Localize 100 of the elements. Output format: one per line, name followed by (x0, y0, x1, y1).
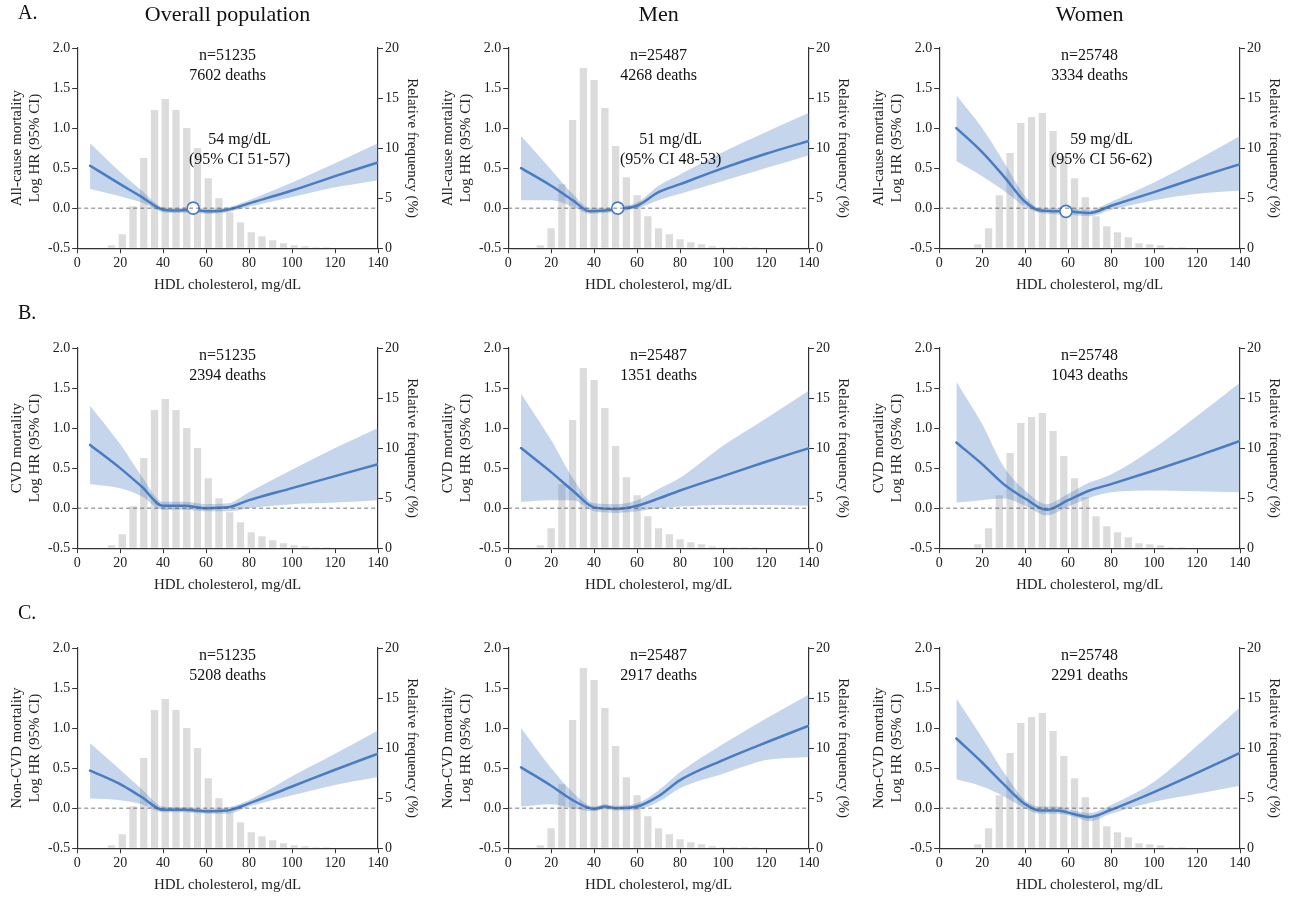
bar (676, 839, 684, 848)
y-axis-title: All-cause mortality Log HR (95% CI) (869, 89, 905, 207)
bar (1092, 216, 1100, 248)
y-axis-title: Non-CVD mortality Log HR (95% CI) (7, 686, 43, 809)
y2-tick-label: 5 (1247, 789, 1254, 805)
y2-tick-label: 0 (1247, 239, 1254, 255)
y2-tick-label: 5 (1247, 189, 1254, 205)
bar (1124, 837, 1132, 848)
bar (547, 528, 555, 548)
y2-axis-title: Relative frequency (%) (404, 678, 422, 819)
bar (236, 222, 245, 248)
bar (590, 680, 598, 848)
bar (601, 708, 609, 848)
bar (1006, 753, 1014, 848)
y-tick-label: 1.0 (483, 419, 502, 435)
y-axis-title: All-cause mortality Log HR (95% CI) (438, 89, 474, 207)
bar (161, 699, 169, 848)
y2-tick-label: 10 (1247, 739, 1261, 755)
bar (568, 420, 577, 548)
bar (1146, 844, 1154, 848)
x-tick-label: 140 (1229, 555, 1251, 571)
x-tick-label: 60 (1061, 255, 1076, 271)
bar (258, 536, 266, 548)
y2-tick-label: 10 (1247, 139, 1261, 155)
y-tick-label: 1.5 (914, 679, 933, 695)
x-tick-label: 40 (1018, 855, 1033, 871)
bar (236, 822, 245, 848)
x-tick-label: 100 (281, 855, 303, 871)
y-tick-label: 0.0 (914, 199, 933, 215)
bar (118, 234, 126, 248)
x-tick-label: 140 (1229, 855, 1251, 871)
bar (536, 845, 545, 848)
bar (654, 528, 663, 548)
y-tick-label: -0.5 (478, 839, 502, 855)
y-tick-label: 0.0 (914, 799, 933, 815)
bar (687, 542, 695, 548)
y2-tick-label: 5 (816, 189, 823, 205)
x-axis-title: HDL cholesterol, mg/dL (1015, 875, 1164, 892)
bar (118, 534, 126, 548)
y-axis-title: All-cause mortality Log HR (95% CI) (7, 89, 43, 207)
bar (140, 758, 148, 848)
x-tick-label: 0 (504, 855, 512, 871)
x-tick-label: 80 (673, 855, 688, 871)
bar (183, 428, 191, 548)
y2-tick-label: 10 (385, 439, 399, 455)
bar (1135, 543, 1143, 548)
bar (1070, 178, 1079, 248)
x-axis-title: HDL cholesterol, mg/dL (153, 575, 302, 592)
y2-tick-label: 10 (816, 139, 830, 155)
bar (995, 195, 1003, 248)
y2-axis-title: Relative frequency (%) (835, 378, 853, 519)
bar (269, 540, 277, 548)
annotation: n=51235 (199, 46, 257, 64)
chart-title: Men (638, 0, 679, 26)
bar (215, 198, 223, 248)
line-series (88, 443, 378, 510)
x-tick-label: 100 (281, 255, 303, 271)
x-tick-label: 100 (1143, 555, 1165, 571)
bar (1146, 544, 1154, 548)
y-tick-label: 0.5 (52, 159, 71, 175)
y-axis-title: CVD mortality Log HR (95% CI) (869, 393, 905, 503)
bar (633, 495, 641, 548)
bar (226, 512, 234, 548)
annotation: 5208 deaths (189, 666, 267, 684)
x-axis-title: HDL cholesterol, mg/dL (153, 275, 302, 292)
bar (697, 544, 706, 548)
bar (150, 110, 159, 248)
bar (1124, 237, 1132, 248)
x-tick-label: 100 (712, 555, 734, 571)
x-tick-label: 100 (712, 255, 734, 271)
bar (140, 458, 148, 548)
x-tick-label: 20 (113, 555, 128, 571)
bar (150, 710, 159, 848)
x-axis-title: HDL cholesterol, mg/dL (584, 275, 733, 292)
bar (536, 545, 545, 548)
x-axis-title: HDL cholesterol, mg/dL (1015, 275, 1164, 292)
y-tick-label: 2.0 (483, 639, 502, 655)
bar (1060, 756, 1068, 848)
annotation: 2291 deaths (1051, 666, 1129, 684)
x-tick-label: 20 (544, 555, 559, 571)
bar (1103, 826, 1111, 848)
y-tick-label: 0.5 (483, 159, 502, 175)
bar (1113, 832, 1122, 848)
x-tick-label: 120 (324, 555, 346, 571)
bar (579, 668, 588, 848)
bar (1146, 244, 1154, 248)
y2-tick-label: 15 (385, 689, 399, 705)
y2-tick-label: 20 (816, 639, 830, 655)
x-tick-label: 120 (755, 255, 777, 271)
x-tick-label: 20 (975, 555, 990, 571)
bar (611, 446, 620, 548)
bar (107, 845, 116, 848)
bar (622, 477, 630, 548)
bar (622, 177, 630, 248)
y2-tick-label: 15 (385, 89, 399, 105)
y2-axis-title: Relative frequency (%) (835, 678, 853, 819)
x-tick-label: 0 (935, 855, 943, 871)
x-tick-label: 20 (113, 255, 128, 271)
chart-subtitle: B. (18, 301, 37, 324)
y2-tick-label: 15 (385, 389, 399, 405)
